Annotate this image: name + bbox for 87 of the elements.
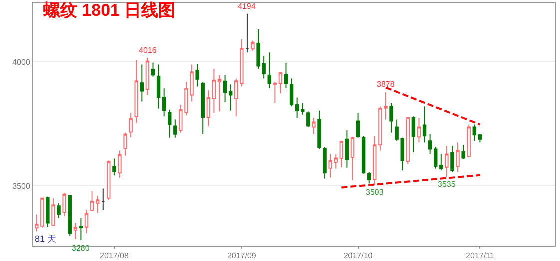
candlestick xyxy=(134,60,138,124)
candlestick xyxy=(406,118,410,165)
candlestick xyxy=(273,82,278,104)
candlestick xyxy=(340,140,344,168)
candlestick xyxy=(462,144,466,160)
candlestick xyxy=(428,134,432,155)
candlestick xyxy=(57,202,61,219)
candlestick xyxy=(102,188,106,211)
candlestick xyxy=(306,111,310,128)
candlestick xyxy=(356,112,360,138)
annotation: 3878 xyxy=(377,80,396,89)
candlestick xyxy=(350,136,355,182)
candlestick xyxy=(96,195,100,214)
candlestick xyxy=(400,137,404,172)
annotation: 4016 xyxy=(139,46,158,55)
candlestick xyxy=(246,13,250,54)
x-tick-label: 2017/11 xyxy=(466,252,495,261)
y-tick-label: 3500 xyxy=(12,182,31,191)
candlestick xyxy=(201,82,205,135)
candlestick xyxy=(174,119,178,138)
candlestick xyxy=(278,72,283,94)
candlestick xyxy=(52,198,56,227)
x-tick-label: 2017/10 xyxy=(344,252,374,261)
annotation: 3280 xyxy=(72,244,90,253)
x-tick-label: 2017/08 xyxy=(100,252,130,261)
candlestick xyxy=(62,192,66,217)
candlestick xyxy=(412,116,416,154)
candlestick xyxy=(218,74,222,112)
candlestick xyxy=(118,150,122,179)
candlestick xyxy=(140,64,144,102)
candlestick xyxy=(251,40,255,52)
candlestick xyxy=(156,64,161,110)
candlestick xyxy=(345,130,350,168)
candlestick xyxy=(440,154,444,172)
x-tick-label: 2017/09 xyxy=(227,252,257,261)
candlestick xyxy=(268,52,272,90)
candlestick xyxy=(445,146,449,178)
candlestick xyxy=(35,214,39,232)
candlestick xyxy=(162,88,166,118)
chart-title: 螺纹 1801 日线图 xyxy=(42,0,176,20)
candlestick xyxy=(456,142,460,173)
candlestick xyxy=(84,210,89,234)
candlestick xyxy=(40,197,44,228)
candlestick xyxy=(318,110,322,150)
candlestick xyxy=(422,106,427,144)
candlestick xyxy=(301,102,305,116)
candlestick xyxy=(234,78,238,118)
candlestick xyxy=(223,74,228,103)
candlestick xyxy=(112,158,116,176)
candlestick xyxy=(290,78,294,108)
candlestick xyxy=(68,194,72,237)
candlestick xyxy=(146,58,150,96)
candlestick xyxy=(240,38,244,88)
annotation: 81 天 xyxy=(35,234,57,244)
candlestick xyxy=(417,118,422,144)
candlestick xyxy=(151,62,156,78)
candlestick xyxy=(79,218,84,242)
candlestick xyxy=(478,134,482,144)
annotation: 3503 xyxy=(366,188,384,197)
candlestick xyxy=(334,154,338,170)
candlestick xyxy=(312,118,316,135)
candlestick xyxy=(472,124,477,142)
candlestick xyxy=(328,154,332,178)
candlestick xyxy=(284,62,288,90)
candlestick xyxy=(196,64,200,88)
candlestick xyxy=(46,196,50,228)
candlestick xyxy=(212,68,216,114)
annotation: 3535 xyxy=(438,180,456,189)
candlestick xyxy=(206,90,211,127)
candlestick xyxy=(434,146,438,170)
candlestick xyxy=(107,160,111,201)
candlestick xyxy=(323,147,327,180)
candlestick xyxy=(467,124,471,158)
candlestick xyxy=(368,172,372,184)
candlestick xyxy=(129,112,133,138)
annotation: 4194 xyxy=(238,2,256,11)
candlestick xyxy=(124,132,128,156)
candlestick xyxy=(168,109,172,138)
candlestick xyxy=(295,97,300,119)
candlestick xyxy=(390,102,394,134)
candlestick xyxy=(228,84,233,112)
candlestick xyxy=(74,222,78,240)
y-tick-label: 4000 xyxy=(12,58,31,67)
candlestick xyxy=(450,146,454,173)
candlestick xyxy=(395,119,399,142)
candlestick xyxy=(362,136,366,174)
candlestick xyxy=(90,190,94,212)
